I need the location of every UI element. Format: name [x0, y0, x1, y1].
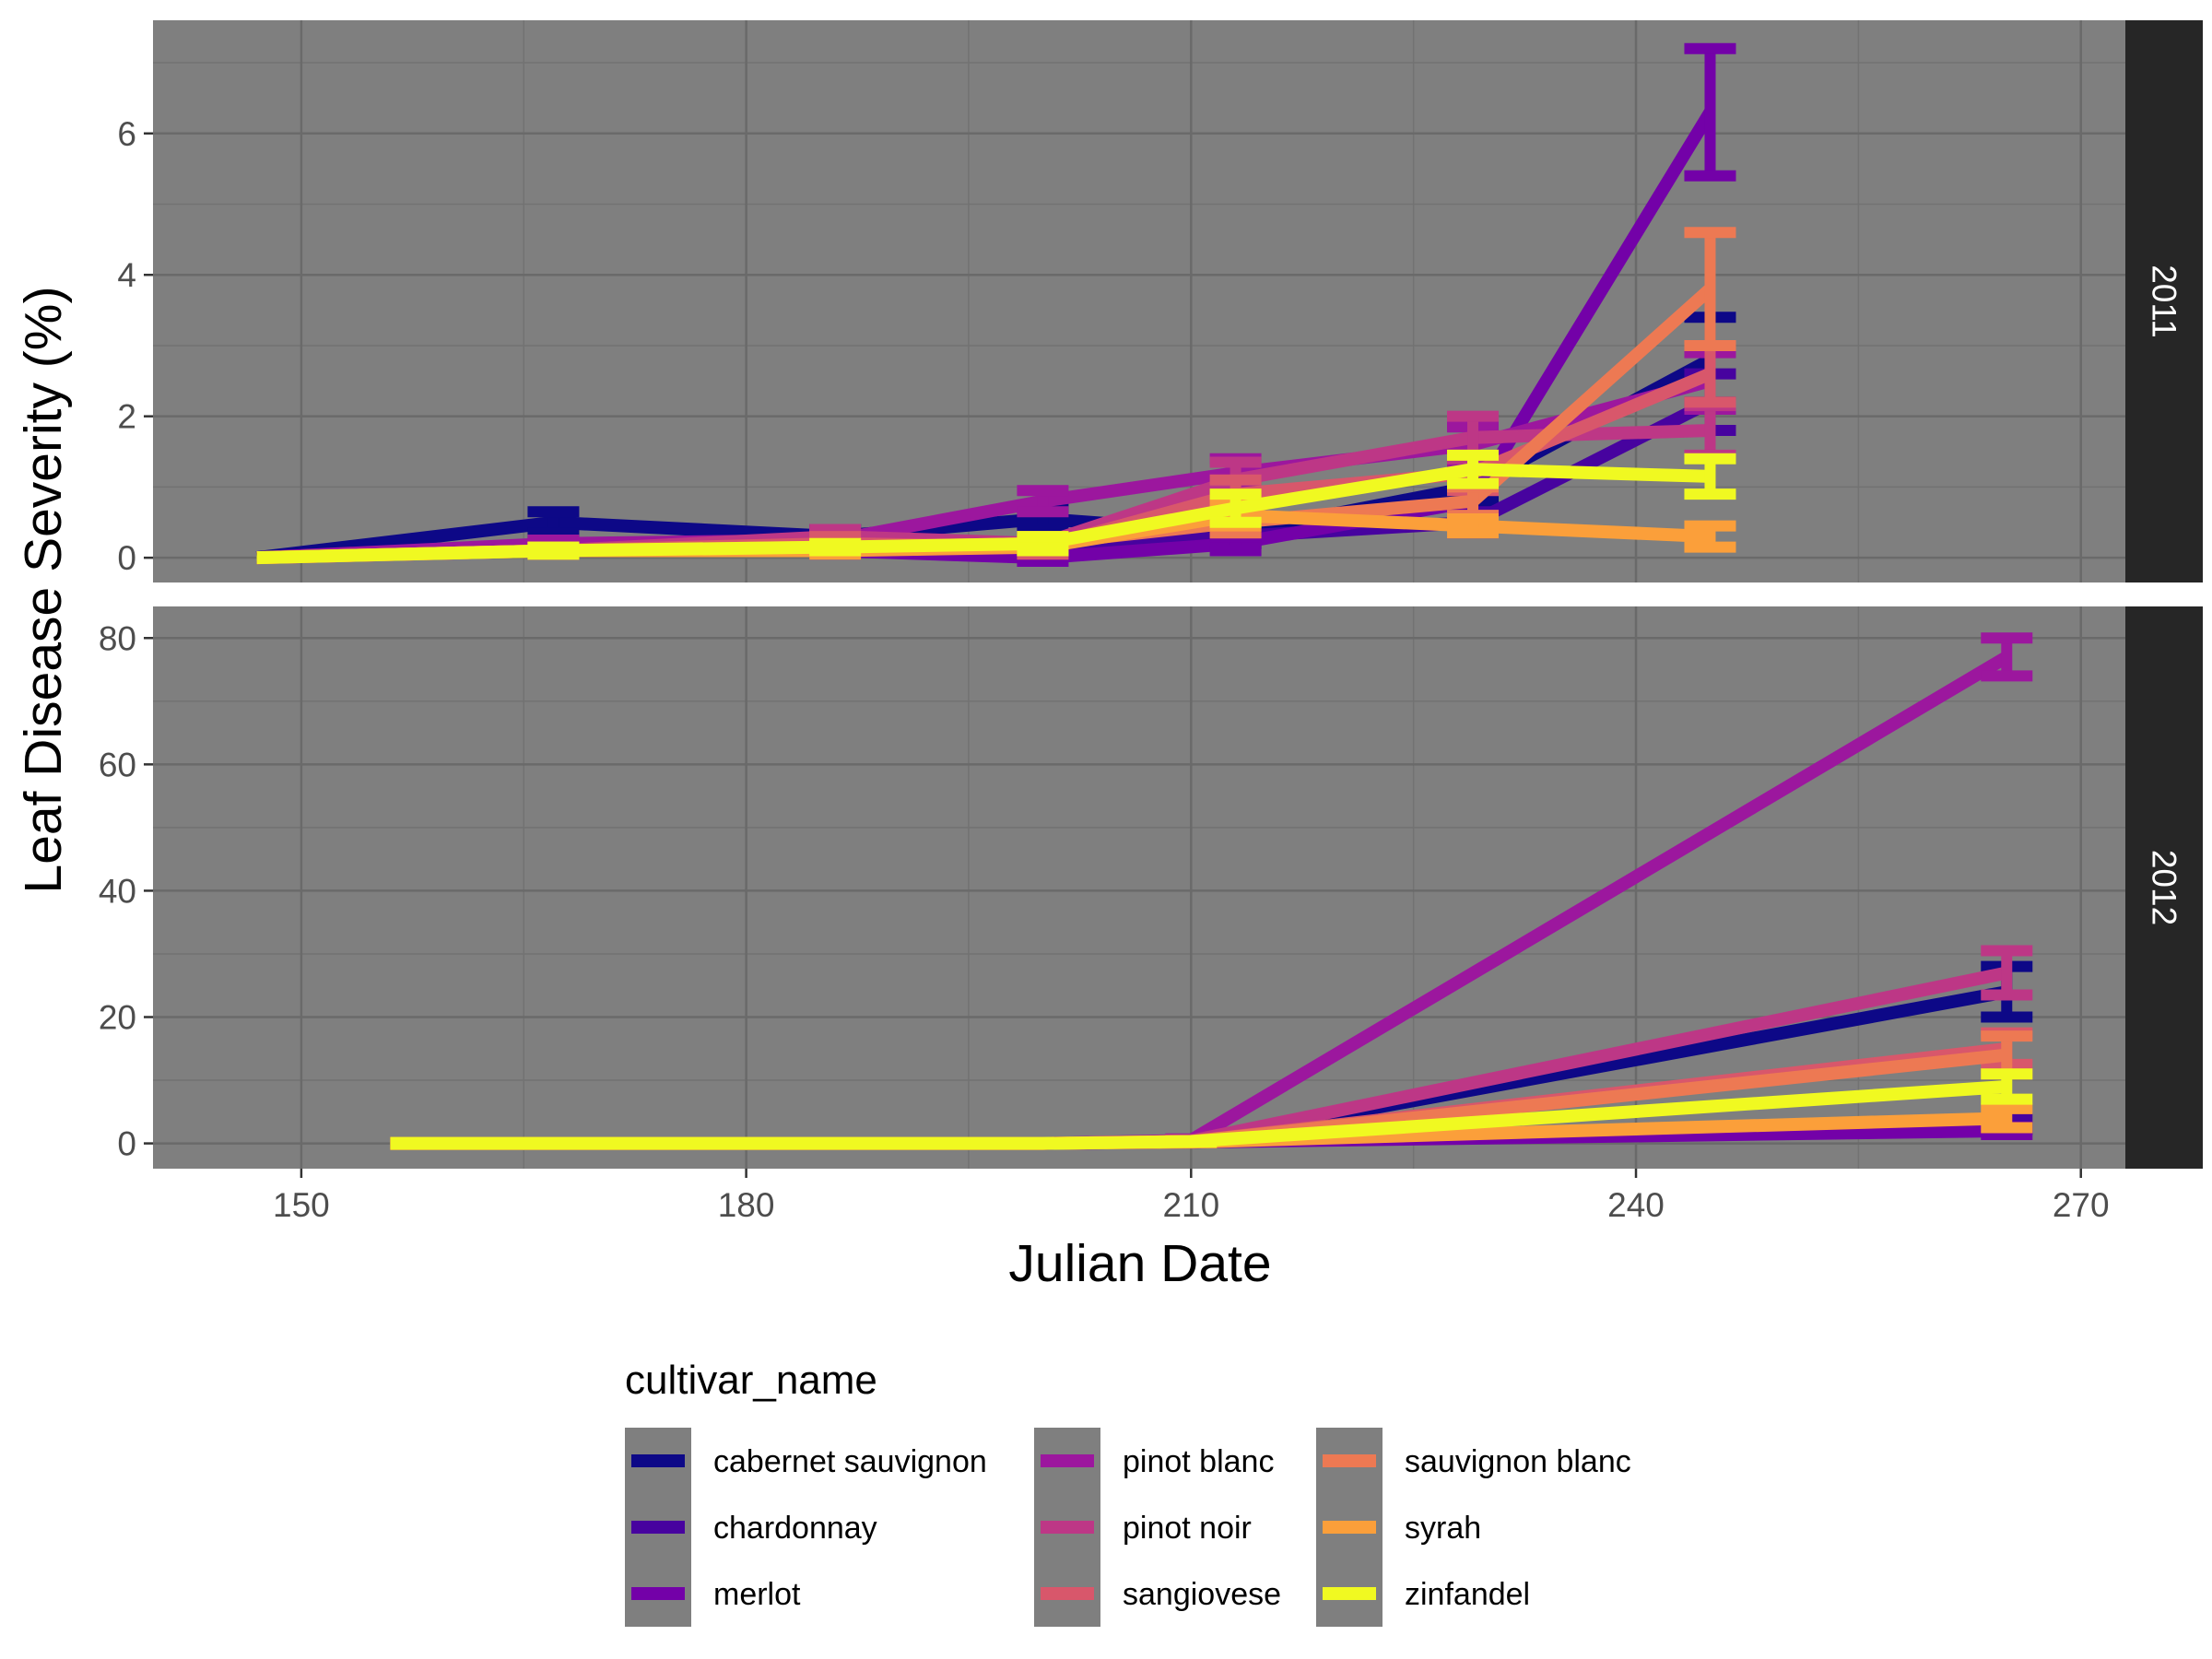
error-bar-zinfandel: [1165, 1135, 1218, 1148]
legend-label: sauvignon blanc: [1405, 1444, 1631, 1479]
error-bar-merlot: [1684, 42, 1736, 182]
y-tick-label: 4: [117, 256, 136, 294]
error-bar-pinot-blanc: [1981, 632, 2033, 682]
legend-label: sangiovese: [1123, 1577, 1281, 1612]
x-axis-title: Julian Date: [1008, 1234, 1271, 1293]
y-tick-label: 80: [99, 619, 136, 657]
legend-item-pinot-noir: pinot noir: [1034, 1494, 1252, 1560]
panel-2011: 0 2 4 6 2011: [117, 20, 2203, 582]
legend-label: pinot blanc: [1123, 1444, 1274, 1479]
x-tick-label: 150: [273, 1186, 330, 1224]
error-bar-cabernet-sauvignon: [527, 506, 580, 539]
legend-item-chardonnay: chardonnay: [625, 1494, 877, 1560]
legend-label: zinfandel: [1405, 1577, 1530, 1612]
strip-label: 2012: [2146, 850, 2183, 925]
y-tick-label: 2: [117, 398, 136, 436]
error-bar-zinfandel: [1981, 1068, 2033, 1105]
legend-label: syrah: [1405, 1511, 1481, 1546]
error-bar-syrah: [1981, 1102, 2033, 1134]
legend-label: pinot noir: [1123, 1511, 1252, 1546]
legend-label: chardonnay: [713, 1511, 877, 1546]
legend-item-merlot: merlot: [625, 1560, 801, 1627]
error-bar-zinfandel: [527, 541, 580, 560]
y-tick-label: 20: [99, 999, 136, 1037]
series-group: [255, 42, 1736, 567]
error-bar-zinfandel: [1209, 488, 1262, 528]
strip-label: 2011: [2146, 265, 2183, 338]
error-bar-syrah: [1447, 512, 1500, 539]
error-bar-syrah: [1684, 520, 1736, 553]
x-tick-label: 240: [1607, 1186, 1665, 1224]
error-bar-pinot-blanc: [1017, 485, 1069, 518]
error-bar-zinfandel: [1447, 449, 1500, 489]
x-tick-label: 210: [1162, 1186, 1219, 1224]
panel-background: [153, 20, 2125, 582]
legend-label: cabernet sauvignon: [713, 1444, 987, 1479]
panel-2012: 0 20 40 60 80 2012: [99, 606, 2203, 1169]
strip-background: [2125, 606, 2203, 1169]
y-tick-label: 40: [99, 872, 136, 910]
series-line-zinfandel: [390, 1079, 2007, 1150]
strip-background: [2125, 20, 2203, 582]
y-tick-label: 0: [117, 1125, 136, 1163]
y-axis-title: Leaf Disease Severity (%): [14, 287, 73, 894]
legend-item-pinot-blanc: pinot blanc: [1034, 1428, 1274, 1494]
x-tick-label: 270: [2053, 1186, 2110, 1224]
error-bar-zinfandel: [1017, 531, 1069, 557]
y-tick-label: 60: [99, 746, 136, 783]
error-bar-sauvignon-blanc: [1684, 227, 1736, 351]
panels-layer: 0 2 4 6 2011 0 20 40 60 80 2012: [99, 20, 2203, 1169]
legend-item-syrah: syrah: [1316, 1494, 1481, 1560]
x-tick-label: 180: [718, 1186, 775, 1224]
series-group: [390, 632, 2033, 1150]
legend-title: cultivar_name: [625, 1358, 877, 1403]
error-bar-pinot-noir: [1981, 945, 2033, 1001]
legend: cultivar_name cabernet sauvignon chardonn…: [625, 1358, 1631, 1627]
x-axis: 150 180 210 240 270: [273, 1169, 2110, 1224]
legend-item-cabernet-sauvignon: cabernet sauvignon: [625, 1428, 987, 1494]
legend-item-zinfandel: zinfandel: [1316, 1560, 1530, 1627]
y-tick-label: 6: [117, 115, 136, 153]
y-tick-label: 0: [117, 539, 136, 577]
legend-item-sangiovese: sangiovese: [1034, 1560, 1281, 1627]
error-bar-zinfandel: [809, 537, 862, 557]
legend-label: merlot: [713, 1577, 801, 1612]
legend-item-sauvignon-blanc: sauvignon blanc: [1316, 1428, 1631, 1494]
error-bar-zinfandel: [1684, 453, 1736, 500]
panel-background: [153, 606, 2125, 1169]
